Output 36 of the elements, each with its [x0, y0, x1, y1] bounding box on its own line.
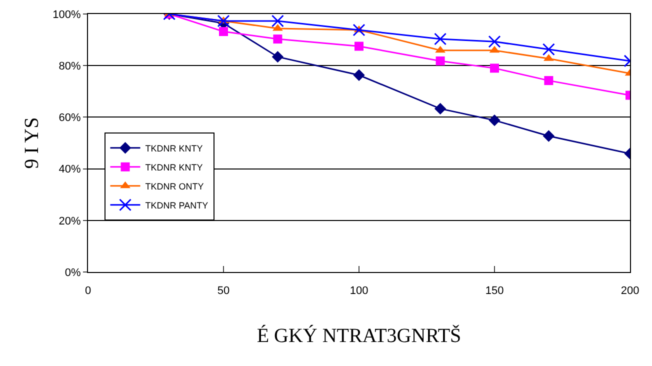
x-tick-label: 200 — [620, 285, 640, 298]
point — [354, 42, 364, 51]
point — [488, 114, 500, 126]
x-axis-title: É GKÝ NTRAT3GNRTŠ — [256, 324, 462, 347]
legend-label: TKDNR PANTY — [145, 200, 208, 210]
y-tick-label: 60% — [58, 112, 82, 124]
point — [542, 130, 555, 142]
point — [271, 14, 284, 28]
point — [435, 46, 446, 53]
point — [272, 50, 284, 63]
point — [544, 76, 554, 86]
x-tick-label: 0 — [84, 285, 92, 298]
y-tick-label: 20% — [58, 215, 82, 228]
point — [273, 34, 282, 44]
x-tick-label: 150 — [485, 285, 504, 298]
point — [272, 24, 283, 31]
legend-label: TKDNR KNTY — [145, 143, 203, 154]
point — [217, 14, 230, 28]
x-tick-label: 100 — [350, 285, 368, 298]
point — [353, 69, 365, 81]
point — [490, 64, 499, 73]
point — [488, 35, 501, 48]
y-axis-title: 9 I YS — [21, 117, 43, 169]
y-tick-label: 0% — [64, 266, 82, 279]
legend-label: TKDNR ONTY — [145, 181, 204, 192]
y-tick-label: 80% — [58, 60, 82, 72]
point — [219, 27, 228, 36]
x-tick-label: 50 — [217, 285, 230, 298]
point — [352, 24, 366, 36]
y-tick-label: 40% — [58, 164, 82, 176]
point — [542, 43, 555, 56]
y-tick-label: 100% — [52, 8, 82, 21]
point — [436, 56, 445, 66]
point — [434, 102, 446, 115]
legend-label: TKDNR KNTY — [145, 162, 203, 172]
point — [434, 32, 447, 46]
